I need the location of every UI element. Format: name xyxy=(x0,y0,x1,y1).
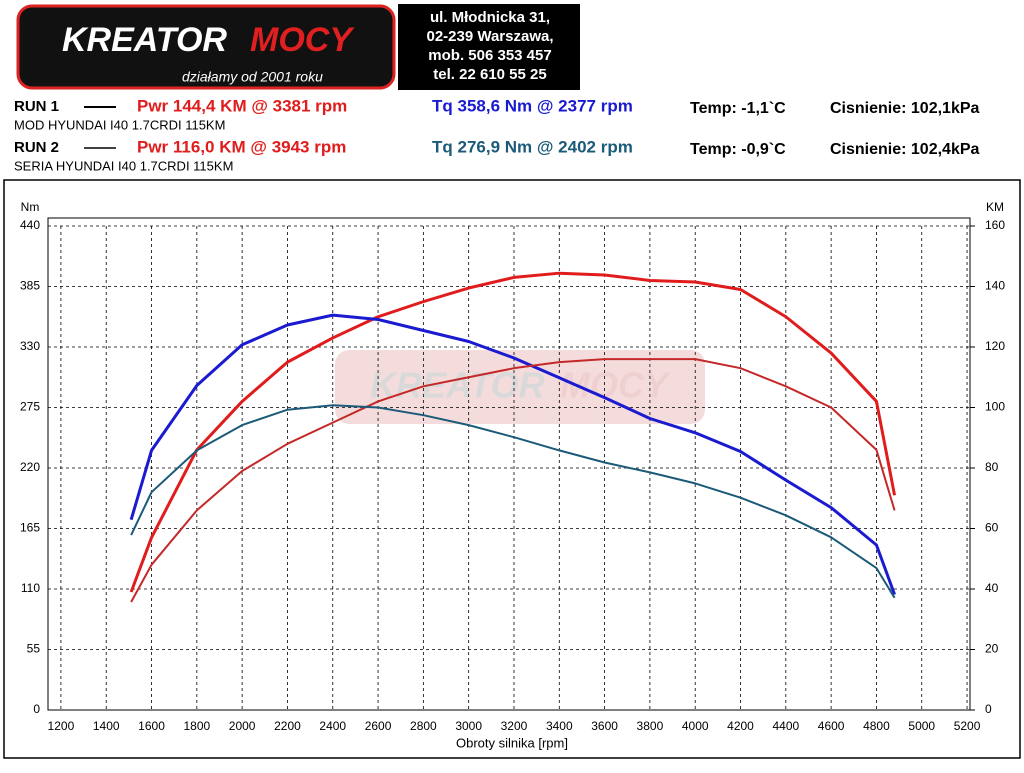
x-tick-label: 2000 xyxy=(229,719,256,733)
watermark-text: KREATOR xyxy=(370,365,545,406)
y-tick-label: 440 xyxy=(20,218,40,232)
address-line: tel. 22 610 55 25 xyxy=(433,66,546,83)
run-power: Pwr 116,0 KM @ 3943 rpm xyxy=(137,137,346,156)
y-tick-label: 220 xyxy=(20,460,40,474)
y-tick-label: 275 xyxy=(20,400,40,414)
x-axis-label: Obroty silnika [rpm] xyxy=(456,735,568,750)
run-pressure: Cisnienie: 102,1kPa xyxy=(830,100,980,117)
x-tick-label: 2800 xyxy=(410,719,437,733)
y-tick-label: 0 xyxy=(33,702,40,716)
x-tick-label: 3400 xyxy=(546,719,573,733)
x-tick-label: 3200 xyxy=(501,719,528,733)
y-tick-label: 110 xyxy=(21,581,40,595)
tagline: działamy od 2001 roku xyxy=(182,69,323,85)
y-tick-label: 330 xyxy=(20,339,40,353)
y-axis-label: Nm xyxy=(21,200,40,214)
y2-tick-label: 40 xyxy=(985,581,999,595)
x-tick-label: 3800 xyxy=(637,719,664,733)
x-tick-label: 1800 xyxy=(183,719,210,733)
run-torque: Tq 276,9 Nm @ 2402 rpm xyxy=(432,137,633,156)
x-tick-label: 5200 xyxy=(954,719,981,733)
x-tick-label: 4800 xyxy=(863,719,890,733)
x-tick-label: 4600 xyxy=(818,719,845,733)
address-line: ul. Młodnicka 31, xyxy=(430,9,550,26)
x-tick-label: 1200 xyxy=(48,719,75,733)
y2-tick-label: 80 xyxy=(985,460,999,474)
plot-frame xyxy=(47,217,971,711)
y2-tick-label: 0 xyxy=(985,702,992,716)
run-description: MOD HYUNDAI I40 1.7CRDI 115KM xyxy=(14,117,225,132)
x-tick-label: 2400 xyxy=(319,719,346,733)
address-box xyxy=(398,4,580,90)
x-tick-label: 2600 xyxy=(365,719,392,733)
x-tick-label: 3600 xyxy=(591,719,618,733)
x-tick-label: 4200 xyxy=(727,719,754,733)
y2-tick-label: 100 xyxy=(985,400,1005,414)
series-line xyxy=(130,358,896,603)
run-power: Pwr 144,4 KM @ 3381 rpm xyxy=(137,96,347,115)
logo-text: KREATOR xyxy=(62,21,227,59)
logo-text: MOCY xyxy=(250,21,355,59)
x-tick-label: 2200 xyxy=(274,719,301,733)
series-line xyxy=(129,271,897,593)
y2-tick-label: 140 xyxy=(985,279,1005,293)
chart-frame xyxy=(3,179,1021,759)
y2-tick-label: 20 xyxy=(985,642,999,656)
series-line xyxy=(129,313,896,596)
x-tick-label: 1600 xyxy=(138,719,165,733)
run-label: RUN 1 xyxy=(14,98,59,115)
y2-axis-label: KM xyxy=(986,200,1004,214)
y-tick-label: 55 xyxy=(27,642,41,656)
run-temp: Temp: -0,9`C xyxy=(690,141,786,158)
x-tick-label: 4000 xyxy=(682,719,709,733)
watermark: KREATOR MOCY xyxy=(335,350,705,424)
series-line xyxy=(130,404,896,599)
y2-tick-label: 60 xyxy=(985,521,999,535)
y-tick-label: 165 xyxy=(20,521,40,535)
y2-tick-label: 120 xyxy=(985,339,1005,353)
run-temp: Temp: -1,1`C xyxy=(690,100,786,117)
watermark-box xyxy=(335,350,705,424)
address-line: mob. 506 353 457 xyxy=(428,47,551,64)
run-torque: Tq 358,6 Nm @ 2377 rpm xyxy=(432,96,633,115)
x-tick-label: 3000 xyxy=(455,719,482,733)
x-tick-label: 5000 xyxy=(908,719,935,733)
y-tick-label: 385 xyxy=(20,279,40,293)
logo-box xyxy=(16,4,396,90)
y2-tick-label: 160 xyxy=(985,218,1005,232)
run-description: SERIA HYUNDAI I40 1.7CRDI 115KM xyxy=(14,158,233,173)
run-pressure: Cisnienie: 102,4kPa xyxy=(830,141,980,158)
x-tick-label: 4400 xyxy=(772,719,799,733)
x-tick-label: 1400 xyxy=(93,719,120,733)
address-line: 02-239 Warszawa, xyxy=(426,28,553,45)
run-label: RUN 2 xyxy=(14,139,59,156)
